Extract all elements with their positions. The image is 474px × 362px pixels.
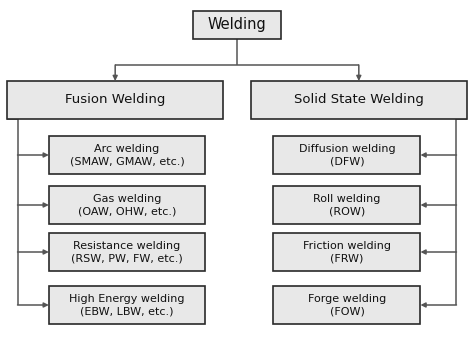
Text: Gas welding
(OAW, OHW, etc.): Gas welding (OAW, OHW, etc.) — [78, 194, 176, 216]
Text: Fusion Welding: Fusion Welding — [65, 93, 165, 106]
Text: Arc welding
(SMAW, GMAW, etc.): Arc welding (SMAW, GMAW, etc.) — [70, 144, 184, 166]
FancyBboxPatch shape — [193, 11, 281, 39]
FancyBboxPatch shape — [273, 233, 420, 271]
FancyBboxPatch shape — [273, 136, 420, 174]
FancyBboxPatch shape — [49, 233, 205, 271]
Text: High Energy welding
(EBW, LBW, etc.): High Energy welding (EBW, LBW, etc.) — [69, 294, 185, 316]
FancyBboxPatch shape — [251, 81, 466, 119]
Text: Friction welding
(FRW): Friction welding (FRW) — [303, 241, 391, 263]
Text: Forge welding
(FOW): Forge welding (FOW) — [308, 294, 386, 316]
FancyBboxPatch shape — [273, 286, 420, 324]
FancyBboxPatch shape — [7, 81, 223, 119]
FancyBboxPatch shape — [49, 186, 205, 224]
FancyBboxPatch shape — [49, 136, 205, 174]
FancyBboxPatch shape — [49, 286, 205, 324]
Text: Welding: Welding — [208, 17, 266, 33]
FancyBboxPatch shape — [273, 186, 420, 224]
Text: Roll welding
(ROW): Roll welding (ROW) — [313, 194, 381, 216]
Text: Resistance welding
(RSW, PW, FW, etc.): Resistance welding (RSW, PW, FW, etc.) — [71, 241, 183, 263]
Text: Diffusion welding
(DFW): Diffusion welding (DFW) — [299, 144, 395, 166]
Text: Solid State Welding: Solid State Welding — [294, 93, 424, 106]
